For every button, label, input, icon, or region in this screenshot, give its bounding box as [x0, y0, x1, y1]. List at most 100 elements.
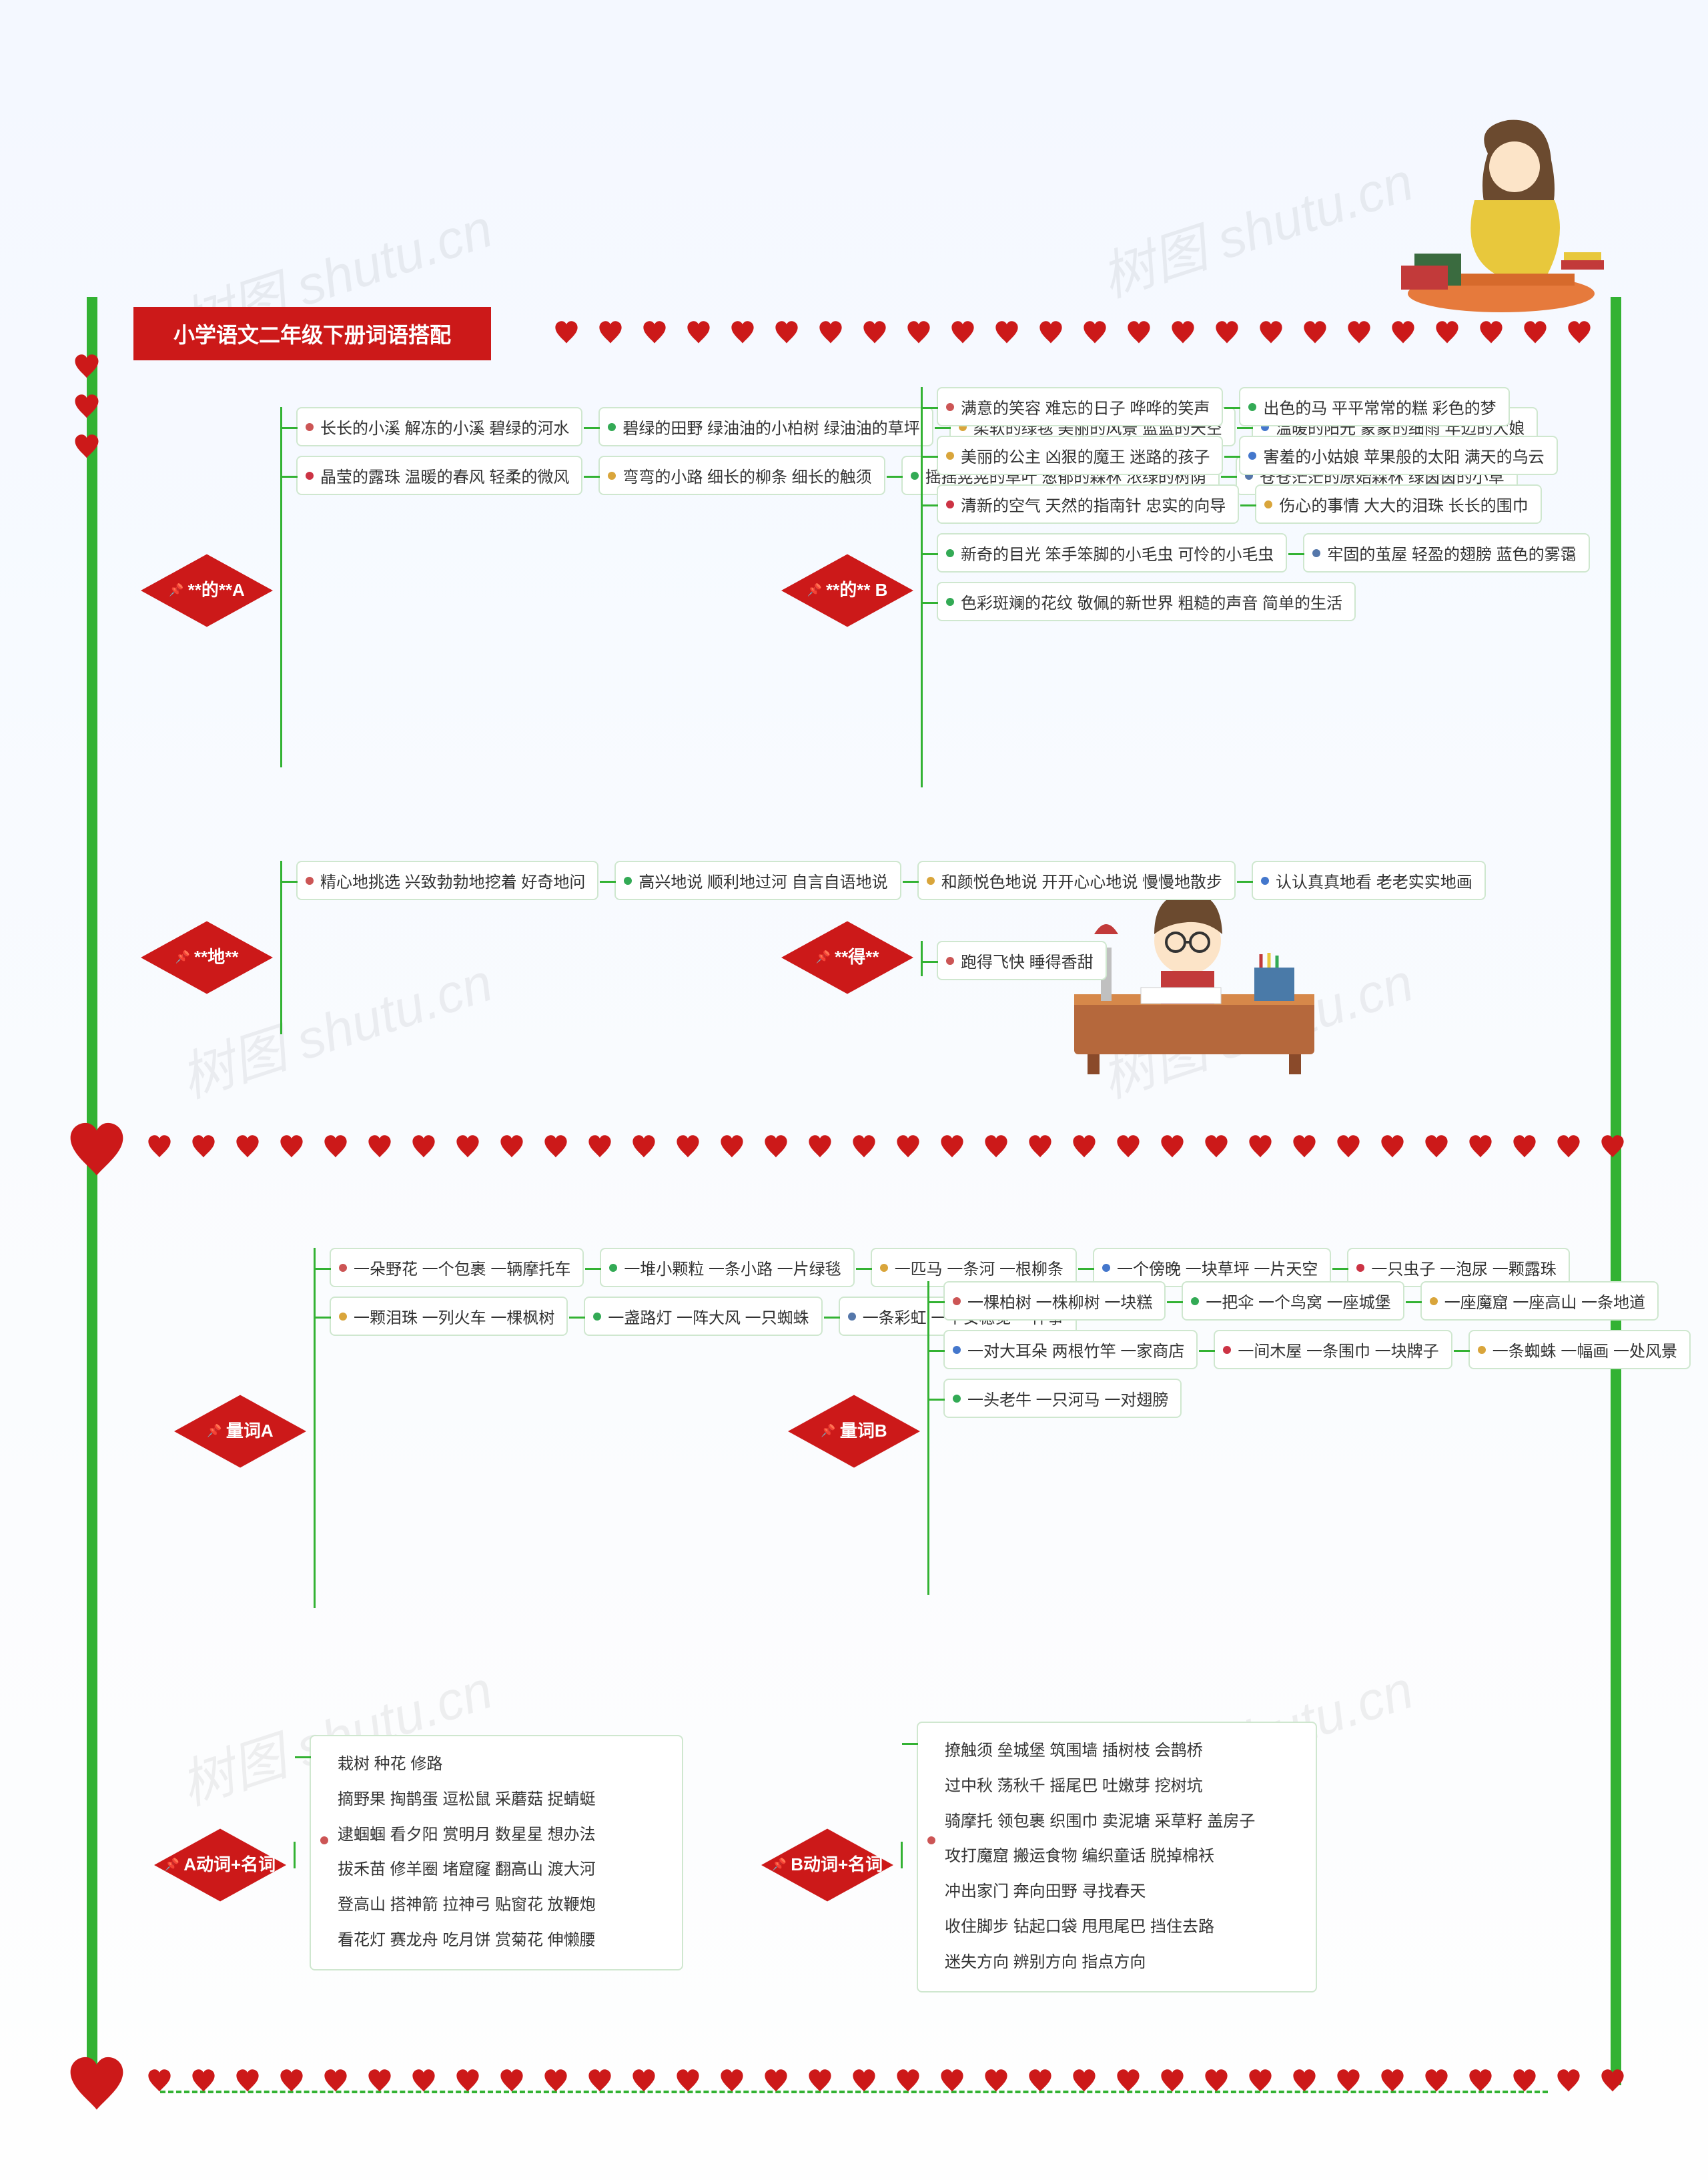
item-text: 一棵柏树 一株柳树 一块糕 — [967, 1294, 1152, 1312]
list-item: 认认真真地看 老老实实地画 — [1252, 861, 1486, 900]
node-label: **的** B — [826, 580, 887, 601]
list-item: 伤心的事情 大大的泪珠 长长的围巾 — [1255, 484, 1541, 524]
heart-divider-bot — [147, 2069, 1625, 2094]
frame-left — [87, 297, 97, 2085]
box-line: 过中秋 荡秋千 摇尾巴 吐嫩芽 挖树坑 — [945, 1769, 1300, 1804]
heart-icon — [67, 1121, 127, 1181]
item-text: 清新的空气 天然的指南针 忠实的向导 — [961, 497, 1226, 515]
box-line: 登高山 搭神箭 拉神弓 贴窗花 放鞭炮 — [338, 1888, 666, 1923]
content-box: 栽树 种花 修路摘野果 掏鹊蛋 逗松鼠 采蘑菇 捉蜻蜓逮蝈蝈 看夕阳 赏明月 数… — [310, 1735, 683, 1970]
list-item: 清新的空气 天然的指南针 忠实的向导 — [937, 484, 1239, 524]
node-de-b: 📌 **的** B — [781, 554, 914, 627]
pin-icon: 📌 — [165, 1858, 179, 1872]
item-text: 一头老牛 一只河马 一对翅膀 — [967, 1391, 1168, 1409]
item-text: 弯弯的小路 细长的柳条 细长的触须 — [622, 468, 871, 486]
item-text: 认认真真地看 老老实实地画 — [1276, 873, 1472, 891]
side-hearts — [73, 354, 100, 460]
item-text: 一条蜘蛛 一幅画 一处风景 — [1492, 1343, 1677, 1361]
node-de3: 📌 **得** — [781, 921, 914, 994]
list-item: 一棵柏树 一株柳树 一块糕 — [943, 1281, 1166, 1321]
item-text: 一把伞 一个鸟窝 一座城堡 — [1206, 1294, 1390, 1312]
item-text: 色彩斑斓的花纹 敬佩的新世界 粗糙的声音 简单的生活 — [961, 595, 1342, 613]
item-text: 出色的马 平平常常的糕 彩色的梦 — [1263, 400, 1496, 418]
page-title: 小学语文二年级下册词语搭配 — [133, 307, 491, 360]
node-label: **地** — [194, 947, 238, 968]
node-de-a: 📌**的**A — [140, 554, 274, 627]
node-di: 📌 **地** — [140, 921, 274, 994]
box-line: 攻打魔窟 搬运食物 编织童话 脱掉棉袄 — [945, 1839, 1300, 1874]
list-item: 牢固的茧屋 轻盈的翅膀 蓝色的雾霭 — [1303, 533, 1589, 573]
heart-divider-mid — [147, 1134, 1625, 1160]
item-text: 一朵野花 一个包裹 一辆摩托车 — [354, 1260, 570, 1279]
item-text: 碧绿的田野 绿油油的小柏树 绿油油的草坪 — [622, 420, 919, 438]
item-text: 长长的小溪 解冻的小溪 碧绿的河水 — [320, 420, 569, 438]
pin-icon: 📌 — [175, 950, 190, 965]
node-label: **得** — [835, 947, 879, 968]
branch-verb-a: 栽树 种花 修路摘野果 掏鹊蛋 逗松鼠 采蘑菇 捉蜻蜓逮蝈蝈 看夕阳 赏明月 数… — [294, 1735, 683, 1975]
pin-icon: 📌 — [169, 583, 183, 598]
pin-icon: 📌 — [207, 1424, 222, 1439]
pin-icon: 📌 — [816, 950, 831, 965]
pin-icon: 📌 — [807, 583, 822, 598]
item-text: 一个傍晚 一块草坪 一片天空 — [1117, 1260, 1318, 1279]
list-item: 一盏路灯 一阵大风 一只蜘蛛 — [584, 1297, 822, 1336]
node-liang-a: 📌 量词A — [173, 1395, 307, 1468]
list-item: 一朵野花 一个包裹 一辆摩托车 — [330, 1248, 584, 1287]
heart-divider-top — [554, 320, 1592, 346]
list-item: 一间木屋 一条围巾 一块牌子 — [1214, 1330, 1452, 1369]
list-item: 一座魔窟 一座高山 一条地道 — [1420, 1281, 1659, 1321]
list-item: 碧绿的田野 绿油油的小柏树 绿油油的草坪 — [598, 407, 933, 446]
node-liang-b: 📌量词B — [787, 1395, 921, 1468]
item-text: 一对大耳朵 两根竹竿 一家商店 — [967, 1343, 1184, 1361]
box-line: 冲出家门 奔向田野 寻找春天 — [945, 1874, 1300, 1910]
list-item: 出色的马 平平常常的糕 彩色的梦 — [1239, 387, 1509, 426]
node-label: B动词+名词 — [791, 1854, 883, 1875]
list-item: 一堆小颗粒 一条小路 一片绿毯 — [600, 1248, 854, 1287]
list-item: 一对大耳朵 两根竹竿 一家商店 — [943, 1330, 1198, 1369]
list-item: 精心地挑选 兴致勃勃地挖着 好奇地问 — [296, 861, 598, 900]
item-text: 美丽的公主 凶狠的魔王 迷路的孩子 — [961, 448, 1210, 466]
list-item: 高兴地说 顺利地过河 自言自语地说 — [614, 861, 901, 900]
branch-liang-b: 一棵柏树 一株柳树 一块糕 一把伞 一个鸟窝 一座城堡 一座魔窟 一座高山 一条地道… — [927, 1281, 1708, 1608]
box-line: 撩触须 垒城堡 筑围墙 插树枝 会鹊桥 — [945, 1734, 1300, 1769]
list-item: 色彩斑斓的花纹 敬佩的新世界 粗糙的声音 简单的生活 — [937, 582, 1356, 621]
list-item: 弯弯的小路 细长的柳条 细长的触须 — [598, 456, 885, 495]
list-item: 一头老牛 一只河马 一对翅膀 — [943, 1379, 1182, 1418]
list-item: 长长的小溪 解冻的小溪 碧绿的河水 — [296, 407, 582, 446]
item-text: 跑得飞快 睡得香甜 — [961, 954, 1094, 972]
box-line: 拔禾苗 修羊圈 堵窟窿 翻高山 渡大河 — [338, 1852, 666, 1888]
list-item: 美丽的公主 凶狠的魔王 迷路的孩子 — [937, 436, 1223, 475]
box-line: 看花灯 赛龙舟 吃月饼 赏菊花 伸懒腰 — [338, 1923, 666, 1958]
box-line: 骑摩托 领包裹 织围巾 卖泥塘 采草籽 盖房子 — [945, 1804, 1300, 1840]
node-label: 量词A — [226, 1421, 274, 1441]
reading-girl-illustration — [1374, 100, 1628, 314]
box-line: 迷失方向 辨别方向 指点方向 — [945, 1945, 1300, 1980]
list-item: 一颗泪珠 一列火车 一棵枫树 — [330, 1297, 568, 1336]
box-line: 收住脚步 钻起口袋 甩甩尾巴 挡住去路 — [945, 1910, 1300, 1945]
node-verb-a: 📌 A动词+名词 — [153, 1828, 287, 1902]
branch-de3: 跑得飞快 睡得香甜 — [921, 941, 1107, 981]
item-text: 一盏路灯 一阵大风 一只蜘蛛 — [608, 1309, 809, 1327]
node-label: 量词B — [840, 1421, 887, 1441]
item-text: 一间木屋 一条围巾 一块牌子 — [1238, 1343, 1438, 1361]
item-text: 满意的笑容 难忘的日子 哗哗的笑声 — [961, 400, 1210, 418]
item-text: 一座魔窟 一座高山 一条地道 — [1444, 1294, 1645, 1312]
box-line: 逮蝈蝈 看夕阳 赏明月 数星星 想办法 — [338, 1818, 666, 1853]
node-label: A动词+名词 — [183, 1854, 276, 1875]
branch-verb-b: 撩触须 垒城堡 筑围墙 插树枝 会鹊桥过中秋 荡秋千 摇尾巴 吐嫩芽 挖树坑骑摩… — [901, 1722, 1317, 2002]
list-item: 害羞的小姑娘 苹果般的太阳 满天的乌云 — [1239, 436, 1557, 475]
item-text: 一堆小颗粒 一条小路 一片绿毯 — [624, 1260, 841, 1279]
item-text: 牢固的茧屋 轻盈的翅膀 蓝色的雾霭 — [1327, 546, 1576, 564]
item-text: 新奇的目光 笨手笨脚的小毛虫 可怜的小毛虫 — [961, 546, 1274, 564]
list-item: 满意的笑容 难忘的日子 哗哗的笑声 — [937, 387, 1223, 426]
item-text: 一匹马 一条河 一根柳条 — [895, 1260, 1063, 1279]
item-text: 精心地挑选 兴致勃勃地挖着 好奇地问 — [320, 873, 585, 891]
node-verb-b: 📌 B动词+名词 — [761, 1828, 894, 1902]
box-line: 摘野果 掏鹊蛋 逗松鼠 采蘑菇 捉蜻蜓 — [338, 1782, 666, 1818]
heart-icon — [67, 2055, 127, 2115]
item-text: 伤心的事情 大大的泪珠 长长的围巾 — [1279, 497, 1528, 515]
content-box: 撩触须 垒城堡 筑围墙 插树枝 会鹊桥过中秋 荡秋千 摇尾巴 吐嫩芽 挖树坑骑摩… — [917, 1722, 1317, 1992]
pin-icon: 📌 — [772, 1858, 787, 1872]
box-line: 栽树 种花 修路 — [338, 1747, 666, 1782]
item-text: 一颗泪珠 一列火车 一棵枫树 — [354, 1309, 554, 1327]
